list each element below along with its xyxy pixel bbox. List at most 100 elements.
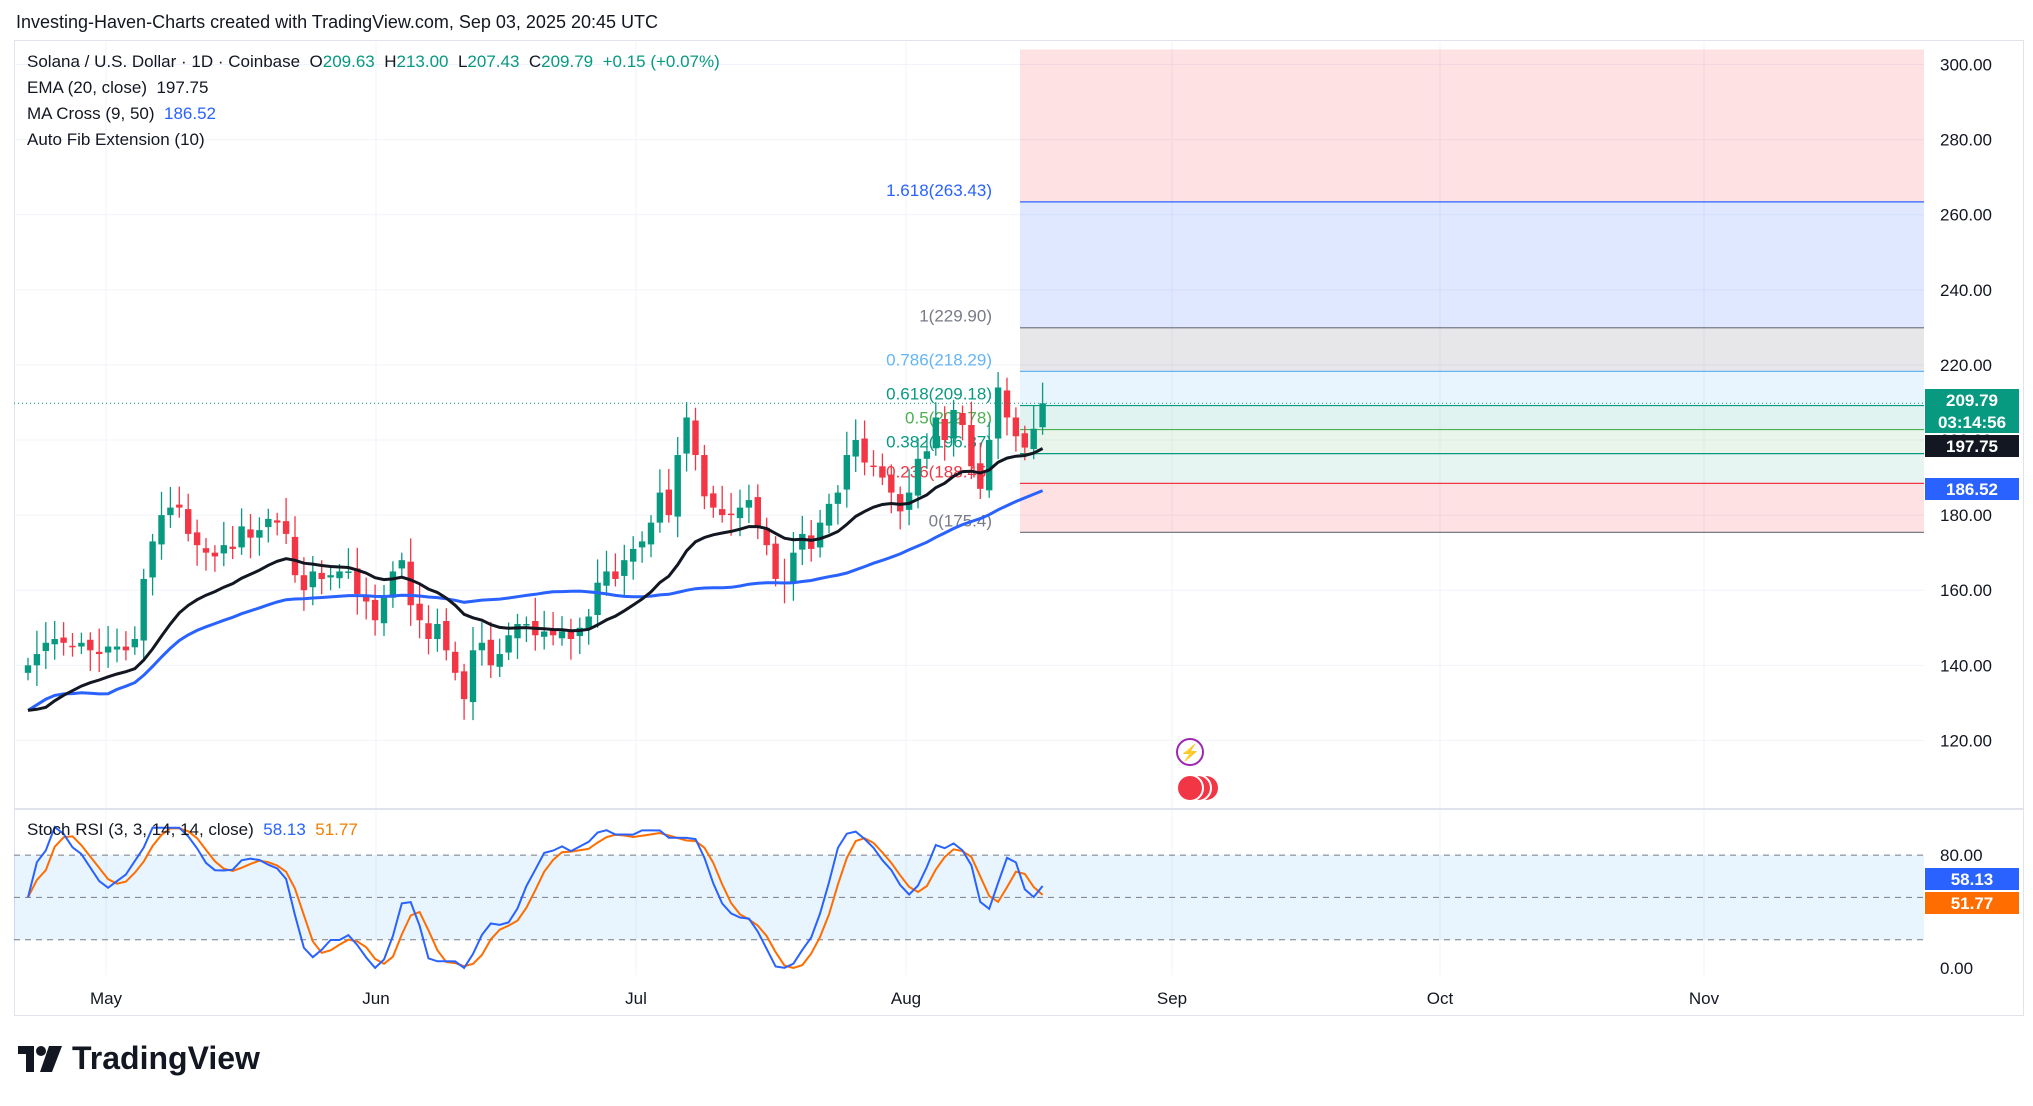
stoch-axis-tick: 0.00 [1940,959,1973,978]
candle-body [443,621,450,651]
legend-open-value: 209.63 [322,52,375,71]
legend-stoch-row[interactable]: Stoch RSI (3, 3, 14, 14, close) 58.13 51… [27,820,358,840]
candle-body [345,571,352,573]
fib-zone [1020,453,1924,484]
candle-body [158,515,165,545]
price-axis-tick: 280.00 [1940,131,1992,150]
stoch-value-tag [1925,892,2019,914]
candle-body [193,532,201,546]
time-axis-tick: Jun [362,989,389,1008]
candle-body [1012,417,1020,437]
candle-body [950,409,957,439]
stoch-band [14,855,1924,940]
tradingview-logo[interactable]: TradingView [16,1040,260,1077]
candle-body [1030,428,1037,450]
legend-open-label: O [309,52,323,71]
candle-body [1021,433,1028,448]
candle-body [932,417,939,449]
earnings-event-icon [1176,738,1204,766]
tradingview-logo-icon [18,1045,62,1072]
candle-body [300,575,308,591]
candle-body [825,503,833,526]
candle-body [870,465,877,468]
candle-body [674,455,681,517]
candle-body [167,507,174,516]
legend-ma-label: MA Cross (9, 50) [27,104,155,123]
candle-body [710,493,717,508]
legend-high-label: H [384,52,397,71]
legend-close-label: C [528,52,542,71]
candle-body [131,639,138,648]
stoch-k-line [27,825,1044,970]
time-axis-tick: Sep [1157,989,1187,1008]
candle-body [594,582,601,615]
candle-body [968,425,975,467]
legend-ma-value: 186.52 [164,104,216,123]
candle-body [736,507,744,519]
candle-body [202,548,210,553]
legend-ema-value: 197.75 [156,78,209,97]
economic-event-flag-icon [1176,774,1204,802]
time-axis-tick: Nov [1689,989,1720,1008]
candle-body [309,571,316,588]
candle-body [96,651,103,655]
legend-stoch-label: Stoch RSI (3, 3, 14, 14, close) [27,820,254,839]
price-axis-tick: 180.00 [1940,506,1992,525]
candle-body [478,642,486,651]
legend-stoch-k: 58.13 [263,820,306,839]
candle-body [407,561,414,606]
candle-body [496,654,503,667]
fib-level-label: 1(229.90) [919,307,992,326]
price-tag [1925,478,2019,500]
candle-body [816,522,824,548]
candle-body [416,603,423,621]
legend-symbol[interactable]: Solana / U.S. Dollar · 1D · Coinbase [27,52,301,71]
candle-body [505,635,512,653]
stoch-axis-tick: 80.00 [1940,846,1983,865]
candle-body [754,497,761,527]
candle-body [33,654,41,666]
candle-body [24,665,32,673]
fib-level-label: 0.618(209.18) [886,385,992,404]
price-tag [1925,435,2019,457]
candles [24,372,1046,721]
time-axis: May Jun Jul Aug Sep Oct Nov [90,989,1720,1008]
candle-body [389,571,397,598]
legend-fib-row[interactable]: Auto Fib Extension (10) [27,130,205,150]
chart-frame [14,40,2024,1016]
legend-ema-row[interactable]: EMA (20, close) 197.75 [27,78,208,98]
stoch-d-line [27,827,1044,969]
candle-body [452,651,459,673]
time-axis-tick: May [90,989,123,1008]
candle-body [905,492,913,510]
candle-body [104,646,112,653]
candle-body [265,518,272,528]
candle-body [977,463,984,489]
candle-body [994,387,1002,439]
candle-body [247,529,254,538]
price-axis-tick: 140.00 [1940,656,1992,675]
legend-fib-label: Auto Fib Extension (10) [27,130,205,149]
candle-body [665,489,672,516]
candle-body [692,420,699,456]
fib-zone [1020,405,1924,430]
candle-body [941,418,948,441]
candle-body [318,572,325,579]
legend-ma-row[interactable]: MA Cross (9, 50) 186.52 [27,104,216,124]
candle-body [549,630,557,636]
legend-close-value: 209.79 [541,52,594,71]
candle-body [834,492,842,504]
chart-attribution: Investing-Haven-Charts created with Trad… [16,12,659,32]
price-chart[interactable]: 0(175.4) 0.236(188.45) 0.382(196.37) 0.5(20… [0,0,2033,1030]
price-tag-text: 209.79 [1946,391,1998,410]
candle-body [808,535,815,549]
fib-level-label: 0.786(218.29) [886,350,992,369]
candle-body [914,458,922,496]
price-axis-tick: 240.00 [1940,281,1992,300]
candle-body [211,552,219,557]
price-axis-tick: 220.00 [1940,356,1992,375]
candle-body [799,533,806,550]
candle-body [434,624,441,640]
candle-body [541,631,548,637]
candle-body [656,492,664,523]
